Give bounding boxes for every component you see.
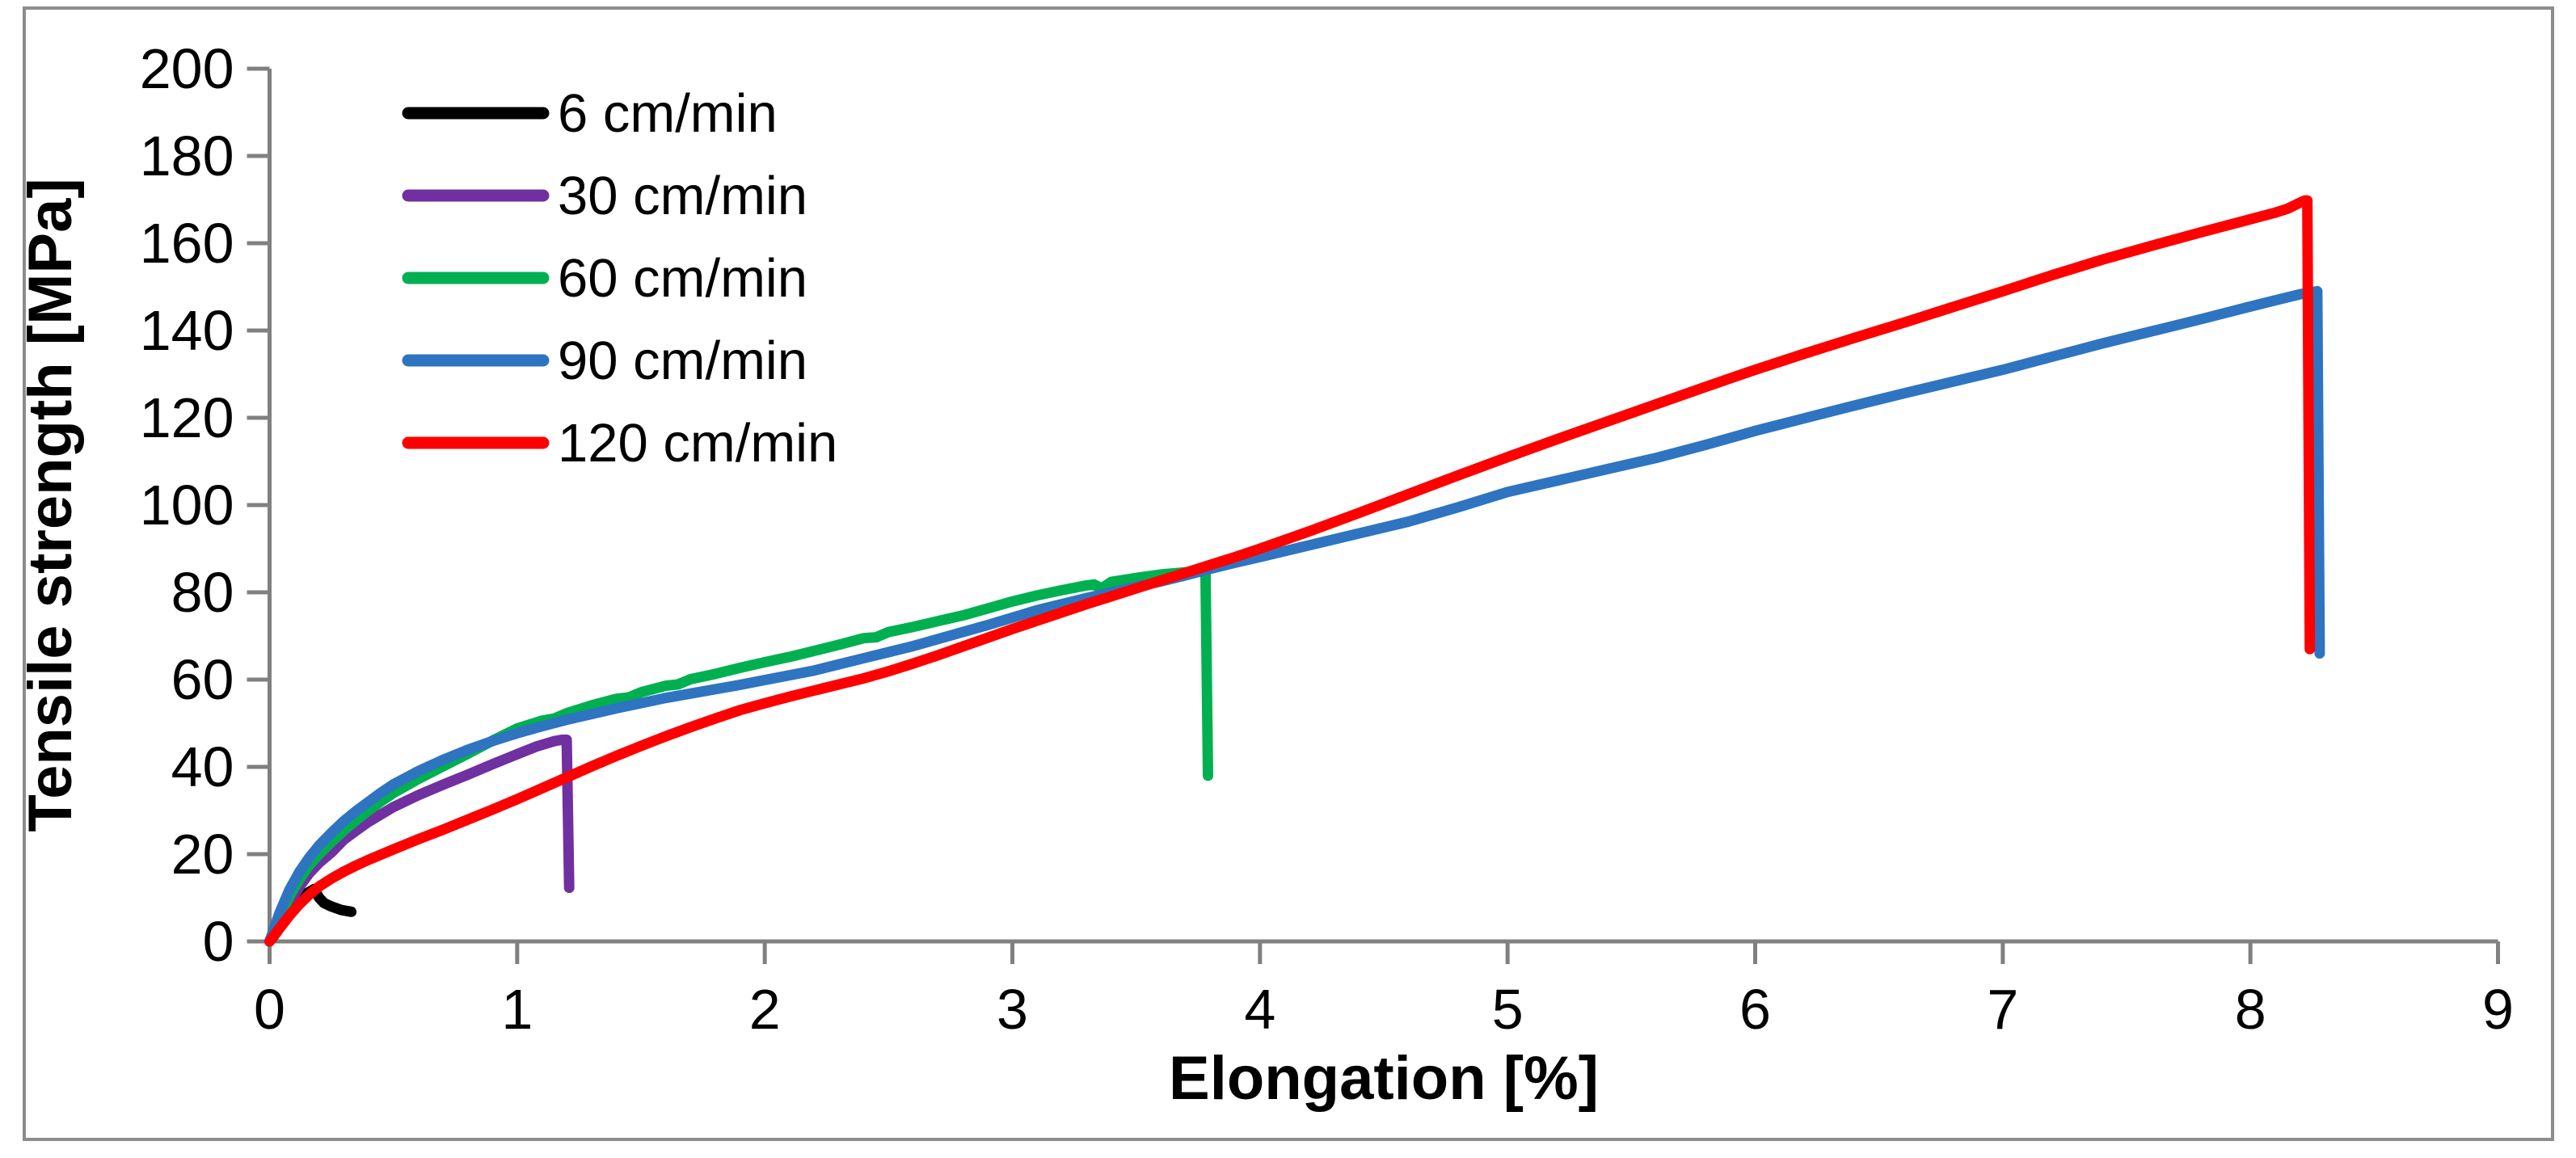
y-tick-label: 180 [140,124,234,187]
y-tick-label: 20 [171,823,234,886]
x-tick-label: 1 [501,978,533,1041]
x-axis-title: Elongation [%] [1169,1044,1599,1113]
series-line-120-cm-min [264,195,2316,947]
legend-label: 90 cm/min [558,331,807,391]
legend-label: 120 cm/min [558,413,837,474]
legend-label: 6 cm/min [558,83,778,144]
y-tick-label: 80 [171,561,234,624]
data-series [264,195,2325,947]
legend-item-6-cm-min: 6 cm/min [402,83,778,144]
y-tick-label: 40 [171,735,234,798]
y-tick-label: 200 [140,37,234,100]
y-tick-label: 0 [203,910,234,973]
legend-label: 60 cm/min [558,248,807,309]
x-tick-label: 0 [254,978,285,1041]
legend: 6 cm/min 30 cm/min 60 cm/min 90 cm/min 120 c… [402,83,837,474]
legend-item-90-cm-min: 90 cm/min [402,331,807,391]
legend-item-30-cm-min: 30 cm/min [402,166,807,226]
x-tick-label: 8 [2235,978,2266,1041]
axes [247,66,2500,964]
y-tick-label: 160 [140,212,234,275]
legend-item-120-cm-min: 120 cm/min [402,413,837,474]
x-tick-label: 5 [1492,978,1524,1041]
x-tick-label: 4 [1244,978,1275,1041]
figure-border [23,6,2554,1141]
series-line-90-cm-min [264,285,2325,947]
y-tick-label: 140 [140,299,234,362]
x-tick-label: 2 [749,978,781,1041]
legend-label: 30 cm/min [558,166,807,226]
x-tick-label: 3 [997,978,1028,1041]
series-line-60-cm-min [264,565,1213,947]
x-tick-label: 9 [2482,978,2514,1041]
x-tick-label: 6 [1739,978,1771,1041]
y-axis-title: Tensile strength [MPa] [16,178,85,832]
y-tick-label: 100 [140,474,234,537]
x-tick-label: 7 [1987,978,2018,1041]
legend-item-60-cm-min: 60 cm/min [402,248,807,309]
y-tick-label: 60 [171,648,234,711]
y-tick-label: 120 [140,386,234,449]
tick-labels: 0 20 40 60 80 100 120 140 160 180 200 0 1 2 3 4 5 6 7 8 9 [140,37,2514,1041]
